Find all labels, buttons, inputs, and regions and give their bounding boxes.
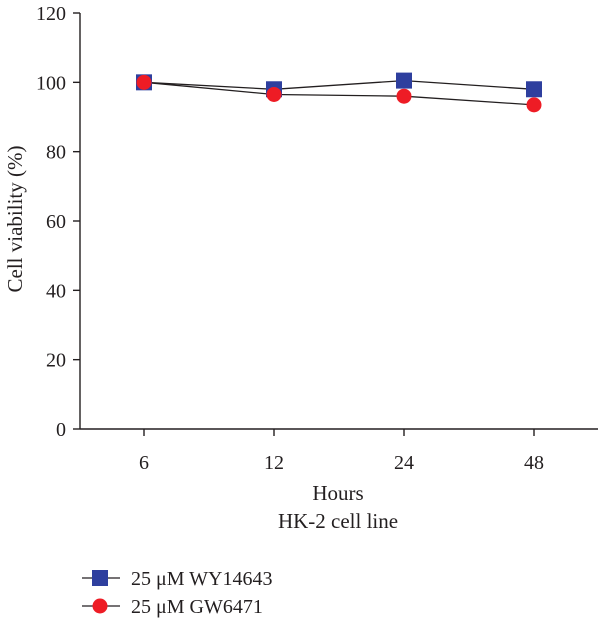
data-point-circle [136, 74, 152, 90]
data-point-circle [526, 97, 542, 113]
legend-item: 25 μM GW6471 [82, 596, 263, 618]
data-point-square [526, 81, 542, 98]
y-tick-label: 100 [36, 72, 66, 94]
y-tick-label: 0 [56, 419, 66, 441]
x-tick-label: 24 [394, 452, 414, 474]
y-tick-label: 60 [46, 211, 66, 233]
series-1 [143, 79, 535, 90]
x-axis-label: Hours [312, 481, 363, 505]
legend-item: 25 μM WY14643 [82, 568, 272, 590]
y-tick-label: 120 [36, 3, 66, 25]
series-2 [143, 81, 535, 106]
y-ticks: 0 20 40 60 80 100 120 [36, 3, 80, 441]
legend-square-marker [92, 570, 108, 586]
series-line [143, 81, 535, 106]
axes [79, 13, 598, 430]
series-2-markers [136, 74, 542, 113]
series-layer [136, 72, 542, 113]
x-tick-label: 6 [139, 452, 149, 474]
chart-subtitle: HK-2 cell line [278, 509, 398, 533]
y-tick-label: 40 [46, 280, 66, 302]
y-tick-label: 80 [46, 142, 66, 164]
x-tick-label: 48 [524, 452, 544, 474]
series-line [143, 79, 535, 90]
data-point-square [396, 72, 412, 89]
legend: 25 μM WY14643 25 μM GW6471 [82, 568, 272, 618]
legend-circle-marker [92, 598, 108, 614]
x-tick-label: 12 [264, 452, 284, 474]
y-tick-label: 20 [46, 350, 66, 372]
data-point-circle [396, 88, 412, 104]
legend-label: 25 μM WY14643 [131, 568, 272, 590]
y-axis-label: Cell viability (%) [3, 146, 27, 293]
data-point-circle [266, 86, 282, 102]
x-ticks: 6 12 24 48 [139, 429, 544, 474]
legend-label: 25 μM GW6471 [131, 596, 263, 618]
